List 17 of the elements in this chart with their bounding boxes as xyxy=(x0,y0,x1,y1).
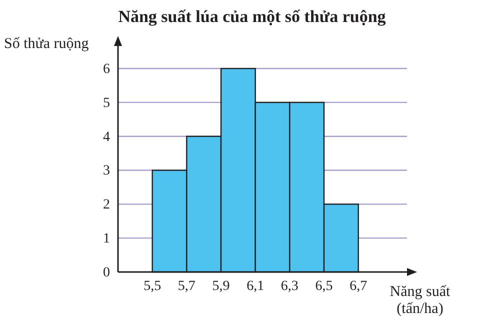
x-tick-label: 6,5 xyxy=(315,278,333,294)
chart-title: Năng suất lúa của một số thửa ruộng xyxy=(118,7,386,26)
y-tick-label: 3 xyxy=(103,164,110,179)
x-tick-label: 6,1 xyxy=(246,278,264,294)
x-tick-label: 5,5 xyxy=(144,278,162,294)
x-tick-label: 5,9 xyxy=(212,278,230,294)
x-tick-label: 6,3 xyxy=(280,278,298,294)
y-tick-label: 6 xyxy=(103,62,110,77)
x-axis-title: Năng suất (tấn/ha) xyxy=(390,284,452,317)
y-axis-title: Số thửa ruộng xyxy=(4,36,90,52)
y-tick-label: 5 xyxy=(103,96,110,111)
x-tick-label: 6,7 xyxy=(350,278,368,294)
y-tick-label: 2 xyxy=(103,198,110,213)
y-tick-label: 1 xyxy=(103,232,110,247)
y-tick-label: 0 xyxy=(103,265,110,280)
x-tick-label: 5,7 xyxy=(178,278,196,294)
y-tick-label: 4 xyxy=(103,130,110,145)
